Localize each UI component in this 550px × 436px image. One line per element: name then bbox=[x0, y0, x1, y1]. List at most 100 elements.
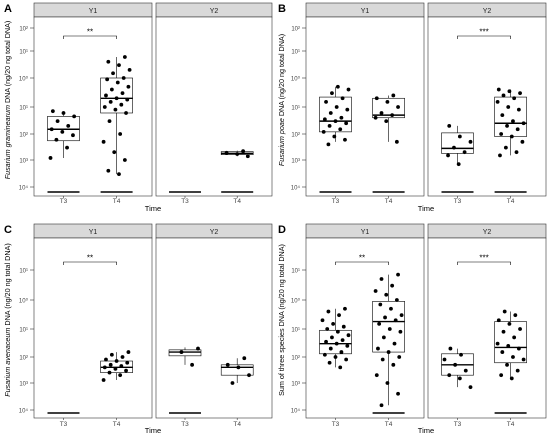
x-tick-label: T4 bbox=[113, 198, 121, 205]
data-point bbox=[384, 292, 389, 297]
y-axis-label-species: Fusarium poae bbox=[277, 118, 286, 166]
data-point bbox=[122, 55, 127, 59]
y-axis-label-species: Fusarium avenaceum bbox=[3, 328, 12, 397]
data-point bbox=[509, 134, 514, 139]
facet-y2: Y2 T3 T4 bbox=[155, 223, 273, 428]
data-point bbox=[390, 113, 395, 118]
data-point bbox=[394, 139, 399, 144]
data-point bbox=[344, 357, 349, 362]
data-point bbox=[509, 376, 514, 381]
data-point bbox=[446, 153, 450, 158]
data-point bbox=[396, 272, 400, 277]
y-tick-label: 10⁴ bbox=[291, 408, 301, 415]
x-tick-label: T3 bbox=[181, 198, 189, 205]
box bbox=[494, 321, 527, 364]
y-axis-label-species: Fusarium graminearum bbox=[3, 105, 12, 179]
y-tick-label: 10¹ bbox=[291, 269, 300, 275]
x-tick-label: T4 bbox=[385, 198, 393, 205]
data-point bbox=[335, 329, 340, 334]
y-tick-label: 10² bbox=[291, 133, 300, 139]
data-point bbox=[118, 132, 123, 136]
data-point bbox=[322, 117, 327, 122]
data-point bbox=[112, 150, 117, 155]
panel-letter: B bbox=[278, 3, 286, 15]
data-point bbox=[338, 127, 343, 132]
data-point bbox=[330, 335, 334, 340]
x-axis-title: Time bbox=[418, 426, 434, 435]
significance-label: *** bbox=[479, 28, 488, 37]
data-point bbox=[516, 107, 521, 112]
data-point bbox=[391, 93, 396, 98]
x-tick-label: T3 bbox=[60, 198, 68, 205]
data-point bbox=[101, 139, 106, 144]
data-point bbox=[384, 119, 389, 124]
data-point bbox=[245, 154, 250, 159]
data-point bbox=[452, 145, 456, 150]
data-point bbox=[119, 364, 124, 368]
x-tick-label: T4 bbox=[507, 421, 515, 428]
data-point bbox=[121, 76, 126, 80]
data-point bbox=[500, 350, 505, 354]
data-point bbox=[516, 346, 521, 351]
data-point bbox=[331, 321, 336, 326]
data-point bbox=[394, 298, 399, 302]
data-point bbox=[102, 105, 107, 109]
data-point bbox=[442, 357, 447, 362]
data-point bbox=[122, 158, 127, 162]
data-point bbox=[499, 132, 504, 136]
y-tick-label: 10¹ bbox=[19, 106, 28, 112]
data-point bbox=[224, 150, 229, 155]
data-point bbox=[501, 93, 506, 98]
data-point bbox=[321, 129, 326, 134]
data-point bbox=[107, 370, 112, 375]
y-tick-label: 10⁰ bbox=[291, 298, 301, 305]
y-tick-label: 10¹ bbox=[291, 50, 300, 56]
data-point bbox=[459, 352, 463, 357]
data-point bbox=[104, 93, 108, 98]
y-tick-label: 10² bbox=[291, 27, 300, 33]
significance-bracket bbox=[457, 35, 511, 39]
data-point bbox=[109, 352, 114, 357]
x-axis-title: Time bbox=[418, 204, 434, 213]
data-point bbox=[324, 99, 328, 104]
facet-strip-label: Y2 bbox=[210, 8, 219, 15]
data-point bbox=[385, 99, 390, 104]
data-point bbox=[386, 350, 391, 354]
data-point bbox=[495, 341, 500, 346]
y-tick-label: 10⁰ bbox=[19, 76, 29, 83]
y-tick-label: 10³ bbox=[291, 159, 300, 165]
significance-bracket bbox=[457, 261, 511, 265]
data-point bbox=[108, 99, 113, 104]
data-point bbox=[457, 376, 462, 381]
data-point bbox=[399, 313, 404, 318]
data-point bbox=[396, 105, 400, 109]
data-point bbox=[322, 352, 327, 357]
data-point bbox=[453, 362, 458, 367]
significance-bracket bbox=[63, 35, 117, 39]
data-point bbox=[379, 277, 384, 281]
facet-strip-label: Y2 bbox=[210, 229, 219, 236]
y-axis-label: Fusarium poae DNA (ng/20 ng total DNA) bbox=[277, 34, 286, 166]
data-point bbox=[337, 313, 341, 318]
data-point bbox=[390, 283, 395, 288]
data-point bbox=[61, 111, 66, 115]
data-point bbox=[398, 329, 403, 334]
data-point bbox=[54, 137, 59, 142]
y-tick-label: 10¹ bbox=[19, 50, 28, 56]
data-point bbox=[115, 80, 120, 85]
facet-y2: Y2 T3 T4 bbox=[155, 2, 273, 205]
facet-strip-label: Y1 bbox=[89, 8, 98, 15]
y-tick-label: 10¹ bbox=[291, 106, 300, 112]
data-point bbox=[179, 350, 184, 354]
data-point bbox=[463, 368, 468, 373]
data-point bbox=[49, 127, 54, 132]
y-tick-label: 10³ bbox=[19, 159, 28, 165]
y-axis-label: Fusarium avenaceum DNA (ng/20 ng total D… bbox=[3, 243, 12, 396]
data-point bbox=[105, 77, 110, 82]
data-point bbox=[328, 111, 333, 115]
data-point bbox=[518, 327, 522, 331]
box bbox=[441, 132, 474, 154]
facet-strip-label: Y1 bbox=[361, 8, 370, 15]
significance-label: *** bbox=[479, 254, 488, 263]
